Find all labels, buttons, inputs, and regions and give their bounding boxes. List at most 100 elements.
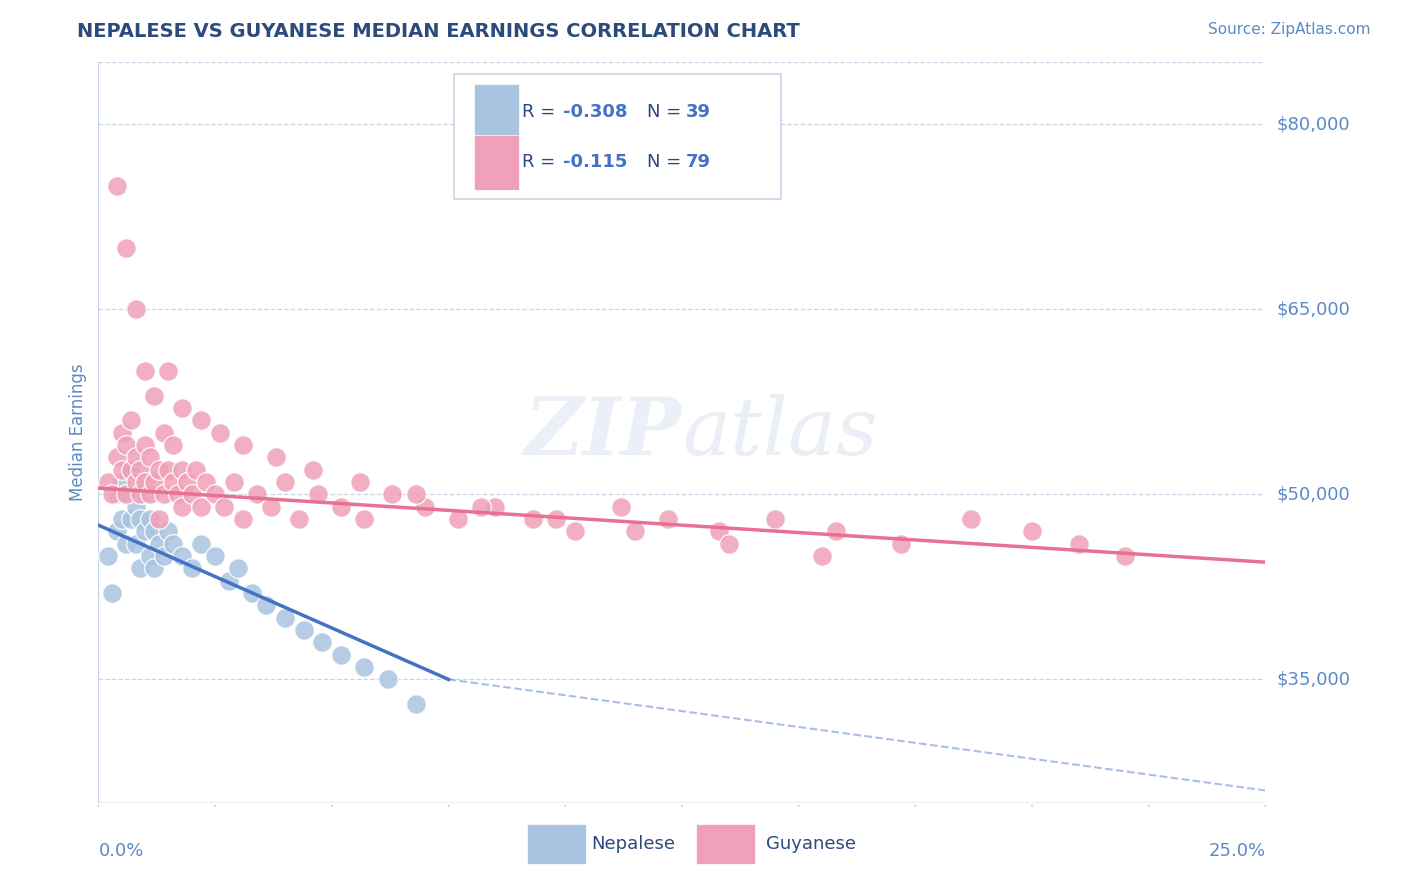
Text: $80,000: $80,000 (1277, 115, 1350, 133)
Point (139, 512, 162, 526)
Point (353, 660, 375, 674)
Point (157, 462, 180, 476)
Point (111, 512, 134, 526)
Point (143, 389, 166, 403)
Point (148, 536, 170, 550)
Text: 79: 79 (685, 153, 710, 171)
Point (349, 475, 371, 489)
Text: N =: N = (647, 103, 688, 121)
Text: atlas: atlas (682, 394, 877, 471)
Point (125, 500, 148, 514)
FancyBboxPatch shape (527, 824, 586, 864)
Point (125, 536, 148, 550)
Point (120, 462, 142, 476)
Point (125, 475, 148, 489)
Text: Guyanese: Guyanese (766, 835, 856, 853)
Text: $50,000: $50,000 (1277, 485, 1350, 503)
Point (204, 487, 226, 501)
Point (288, 512, 311, 526)
Point (111, 462, 134, 476)
Point (139, 487, 162, 501)
Point (302, 462, 325, 476)
Point (157, 364, 180, 378)
Point (405, 697, 427, 711)
Point (162, 475, 184, 489)
Point (246, 487, 269, 501)
Point (157, 524, 180, 539)
Point (522, 512, 544, 526)
Point (470, 500, 492, 514)
Text: 25.0%: 25.0% (1208, 842, 1265, 860)
Point (214, 500, 236, 514)
Point (194, 475, 217, 489)
Point (763, 512, 786, 526)
Point (377, 673, 399, 687)
Point (120, 462, 142, 476)
Point (143, 561, 166, 575)
Point (101, 487, 124, 501)
Point (134, 364, 156, 378)
Point (190, 500, 212, 514)
Point (264, 450, 287, 465)
Text: R =: R = (522, 153, 561, 171)
Point (152, 487, 174, 501)
Point (274, 610, 297, 624)
Point (97, 549, 120, 563)
FancyBboxPatch shape (454, 73, 782, 200)
Point (176, 475, 198, 489)
Point (274, 475, 297, 489)
Point (172, 401, 194, 415)
Text: 0.0%: 0.0% (98, 842, 143, 860)
Point (152, 425, 174, 440)
Text: $65,000: $65,000 (1277, 301, 1350, 318)
FancyBboxPatch shape (696, 824, 755, 864)
Point (162, 438, 184, 452)
Point (111, 475, 134, 489)
Point (204, 549, 226, 563)
Point (120, 413, 142, 427)
Point (97, 475, 120, 489)
Point (172, 549, 194, 563)
Point (143, 475, 166, 489)
Point (115, 487, 138, 501)
Point (330, 648, 353, 662)
Point (1021, 524, 1043, 539)
Point (180, 561, 202, 575)
Point (115, 240, 138, 254)
Point (610, 500, 633, 514)
Point (134, 438, 156, 452)
Text: 39: 39 (685, 103, 710, 121)
Point (256, 599, 278, 613)
Point (311, 635, 333, 649)
Point (180, 487, 202, 501)
Point (260, 500, 283, 514)
Point (125, 302, 148, 317)
Point (105, 487, 128, 501)
Point (162, 536, 184, 550)
FancyBboxPatch shape (474, 84, 519, 140)
Point (115, 536, 138, 550)
Text: Nepalese: Nepalese (591, 835, 675, 853)
FancyBboxPatch shape (474, 135, 519, 190)
Point (624, 524, 647, 539)
Point (105, 178, 128, 193)
Point (139, 450, 162, 465)
Point (115, 487, 138, 501)
Point (242, 586, 264, 600)
Point (405, 487, 427, 501)
Point (105, 524, 128, 539)
Text: ZIP: ZIP (524, 394, 682, 471)
Point (129, 561, 152, 575)
Point (218, 574, 240, 588)
Point (353, 512, 375, 526)
Point (292, 623, 315, 637)
Point (960, 512, 983, 526)
Point (129, 512, 152, 526)
Point (190, 413, 212, 427)
Point (232, 512, 254, 526)
Point (709, 524, 731, 539)
Point (447, 512, 470, 526)
Point (105, 450, 128, 465)
Point (1114, 549, 1136, 563)
Y-axis label: Median Earnings: Median Earnings (69, 364, 87, 501)
